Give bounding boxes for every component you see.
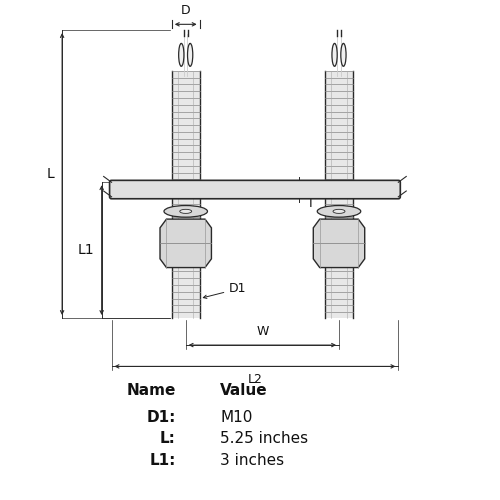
- Ellipse shape: [341, 44, 346, 66]
- Text: 3 inches: 3 inches: [220, 452, 284, 468]
- Ellipse shape: [333, 210, 345, 214]
- Text: L1: L1: [77, 243, 94, 257]
- Text: Value: Value: [220, 383, 268, 398]
- Ellipse shape: [332, 44, 337, 66]
- FancyBboxPatch shape: [110, 180, 401, 199]
- Ellipse shape: [164, 206, 208, 217]
- Text: M10: M10: [220, 410, 252, 425]
- Text: D1:: D1:: [146, 410, 176, 425]
- Polygon shape: [314, 219, 364, 268]
- Bar: [325, 71, 353, 182]
- Ellipse shape: [180, 210, 192, 214]
- Text: D1: D1: [204, 282, 246, 298]
- Bar: [172, 197, 200, 318]
- Text: D: D: [181, 4, 190, 16]
- Text: L2: L2: [248, 373, 262, 386]
- Bar: [172, 71, 200, 182]
- Text: L:: L:: [160, 432, 176, 446]
- Text: L: L: [46, 167, 54, 181]
- Ellipse shape: [178, 44, 184, 66]
- Text: 5.25 inches: 5.25 inches: [220, 432, 308, 446]
- Text: T: T: [308, 196, 315, 209]
- Text: L1:: L1:: [150, 452, 176, 468]
- Text: W: W: [256, 326, 268, 338]
- Bar: [325, 197, 353, 318]
- Ellipse shape: [188, 44, 193, 66]
- Ellipse shape: [317, 206, 361, 217]
- Text: Name: Name: [126, 383, 176, 398]
- Polygon shape: [160, 219, 212, 268]
